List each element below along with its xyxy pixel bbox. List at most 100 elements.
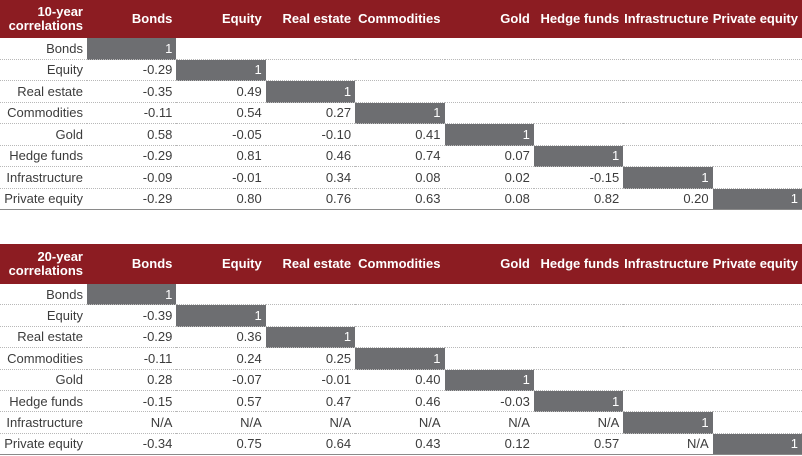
column-header: Infrastructure [624, 256, 709, 271]
empty-cell [712, 38, 802, 60]
empty-cell [712, 391, 802, 413]
value-cell: 0.34 [265, 167, 356, 189]
empty-cell [533, 60, 624, 81]
value-cell: -0.29 [87, 327, 177, 349]
empty-cell [176, 284, 266, 306]
empty-cell [444, 327, 534, 349]
value-cell: 0.07 [444, 146, 534, 167]
empty-cell [533, 38, 624, 60]
table-row: Commodities -0.11 0.24 0.25 1 [0, 348, 802, 370]
table-row: Private equity -0.29 0.80 0.76 0.63 0.08 0.82 0… [0, 188, 802, 210]
table-row: Hedge funds -0.15 0.57 0.47 0.46 -0.03 1 [0, 390, 802, 413]
table-title: 20-year correlations [8, 249, 83, 278]
column-header: Infrastructure [624, 11, 709, 26]
table-row: Gold 0.58 -0.05 -0.10 0.41 1 [0, 124, 802, 146]
value-cell: 0.64 [265, 434, 356, 456]
empty-cell [712, 60, 802, 81]
empty-cell [355, 327, 445, 349]
value-cell: -0.34 [87, 434, 177, 456]
value-cell: N/A [444, 412, 534, 434]
empty-cell [533, 327, 624, 349]
value-cell: 0.24 [176, 348, 266, 370]
value-cell: N/A [176, 412, 266, 434]
table-row: Private equity -0.34 0.75 0.64 0.43 0.12 0.57 N… [0, 433, 802, 456]
empty-cell [265, 305, 356, 327]
value-cell: -0.29 [87, 189, 177, 210]
row-label: Gold [0, 124, 87, 146]
value-cell: -0.01 [176, 167, 266, 189]
column-header: Bonds [131, 11, 173, 26]
value-cell: 0.46 [355, 391, 445, 413]
empty-cell [444, 60, 534, 81]
value-cell: N/A [355, 412, 445, 434]
value-cell: 0.80 [176, 189, 266, 210]
value-cell: 0.82 [533, 189, 624, 210]
column-header: Private equity [712, 11, 798, 26]
empty-cell [712, 370, 802, 391]
diagonal-cell: 1 [87, 284, 177, 306]
empty-cell [623, 370, 713, 391]
empty-cell [533, 124, 624, 146]
diagonal-cell: 1 [355, 102, 445, 124]
empty-cell [712, 348, 802, 370]
diagonal-cell: 1 [533, 390, 624, 413]
value-cell: -0.15 [533, 167, 624, 189]
empty-cell [623, 38, 713, 60]
empty-cell [444, 284, 534, 306]
empty-cell [265, 60, 356, 81]
value-cell: 0.36 [176, 327, 266, 349]
value-cell: 0.12 [444, 434, 534, 456]
value-cell: -0.11 [87, 103, 177, 124]
empty-cell [712, 146, 802, 167]
empty-cell [444, 103, 534, 124]
empty-cell [265, 38, 356, 60]
column-header: Equity [222, 256, 262, 271]
empty-cell [712, 284, 802, 306]
table-row: Gold 0.28 -0.07 -0.01 0.40 1 [0, 369, 802, 391]
empty-cell [712, 327, 802, 349]
empty-cell [533, 305, 624, 327]
column-header: Real estate [282, 256, 352, 271]
header-row: 10-year correlations Bonds Equity Real esta… [0, 0, 802, 38]
value-cell: 0.63 [355, 189, 445, 210]
empty-cell [712, 103, 802, 124]
row-label: Equity [0, 305, 87, 327]
empty-cell [444, 38, 534, 60]
value-cell: 0.76 [265, 189, 356, 210]
value-cell: 0.46 [265, 146, 356, 167]
value-cell: -0.11 [87, 348, 177, 370]
empty-cell [444, 305, 534, 327]
empty-cell [444, 348, 534, 370]
value-cell: 0.81 [176, 146, 266, 167]
value-cell: -0.29 [87, 60, 177, 81]
value-cell: -0.03 [444, 391, 534, 413]
empty-cell [623, 327, 713, 349]
correlation-table: 10-year correlations Bonds Equity Real esta… [0, 0, 802, 210]
row-label: Real estate [0, 81, 87, 103]
empty-cell [355, 284, 445, 306]
diagonal-cell: 1 [444, 124, 534, 146]
value-cell: -0.10 [265, 124, 356, 146]
diagonal-cell: 1 [265, 81, 356, 103]
table-row: Equity -0.39 1 [0, 305, 802, 327]
table-row: Infrastructure N/A N/A N/A N/A N/A N/A 1 [0, 412, 802, 434]
empty-cell [623, 81, 713, 103]
empty-cell [265, 284, 356, 306]
table-row: Equity -0.29 1 [0, 59, 802, 81]
table-row: Bonds 1 [0, 284, 802, 306]
column-header: Commodities [358, 256, 441, 271]
table-title: 10-year correlations [8, 4, 83, 33]
empty-cell [623, 348, 713, 370]
value-cell: -0.05 [176, 124, 266, 146]
empty-cell [355, 60, 445, 81]
correlation-table: 20-year correlations Bonds Equity Real esta… [0, 244, 802, 456]
table-row: Real estate -0.35 0.49 1 [0, 81, 802, 103]
empty-cell [533, 284, 624, 306]
empty-cell [533, 370, 624, 391]
row-label: Commodities [0, 103, 87, 124]
diagonal-cell: 1 [176, 305, 266, 327]
value-cell: -0.15 [87, 391, 177, 413]
empty-cell [533, 348, 624, 370]
value-cell: -0.29 [87, 146, 177, 167]
